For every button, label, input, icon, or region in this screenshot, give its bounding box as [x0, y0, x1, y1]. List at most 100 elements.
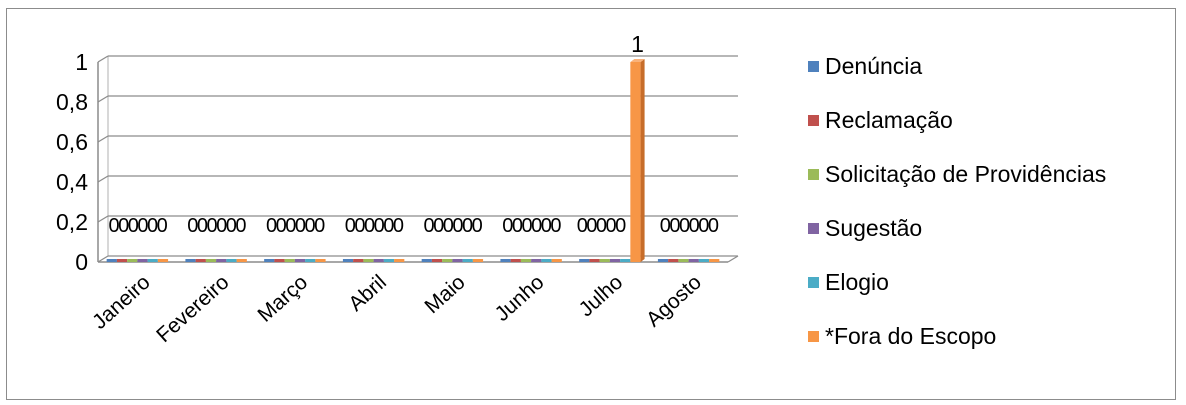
- bar: [657, 259, 669, 262]
- x-category-label: Julho: [575, 271, 628, 322]
- zero-data-labels: 000000: [502, 215, 561, 237]
- bar: [579, 259, 590, 262]
- x-category-label: Abril: [344, 271, 391, 316]
- legend-item: *Fora do Escopo: [808, 322, 996, 350]
- bar: [127, 259, 138, 262]
- bar: [363, 259, 374, 262]
- bar: [264, 259, 275, 262]
- bar: [342, 259, 354, 262]
- zero-data-labels: 000000: [345, 215, 404, 237]
- bar: [668, 259, 679, 262]
- legend-item: Denúncia: [808, 52, 922, 80]
- bar-side: [640, 59, 645, 262]
- y-tick-label: 1: [75, 49, 88, 75]
- bar: [137, 259, 148, 262]
- bar: [698, 259, 710, 262]
- legend-swatch: [808, 222, 819, 234]
- zero-data-labels: 00000: [577, 215, 626, 237]
- gridline-depth: [97, 255, 109, 263]
- y-tick-label: 0,4: [56, 169, 88, 195]
- bar: [541, 259, 552, 262]
- bar: [500, 259, 511, 262]
- bar: [284, 259, 295, 262]
- floor-right-edge: [727, 255, 739, 263]
- bar-top: [630, 59, 645, 62]
- x-category-label: Março: [253, 271, 312, 327]
- bar: [383, 259, 395, 262]
- gridline-depth: [97, 55, 109, 63]
- legend-label: *Fora do Escopo: [825, 322, 997, 349]
- bar: [274, 259, 285, 262]
- legend-item: Solicitação de Providências: [808, 160, 1106, 188]
- bar: [305, 259, 316, 262]
- bar: [157, 259, 169, 262]
- bar: [510, 259, 521, 262]
- bar: [609, 259, 621, 262]
- legend-item: Sugestão: [808, 214, 922, 242]
- legend-label: Sugestão: [825, 214, 923, 241]
- zero-data-labels: 000000: [266, 215, 325, 237]
- legend-swatch: [808, 60, 819, 72]
- x-category-label: Junho: [491, 271, 549, 326]
- bar: [630, 62, 641, 262]
- zero-data-labels: 000000: [424, 215, 483, 237]
- bar: [195, 259, 206, 262]
- legend-label: Denúncia: [825, 52, 923, 79]
- bar-data-label: 1: [631, 31, 644, 57]
- zero-data-labels: 000000: [109, 215, 168, 237]
- bar: [551, 259, 562, 262]
- gridline-depth: [97, 95, 109, 103]
- y-tick-label: 0: [75, 249, 88, 275]
- bar: [421, 259, 432, 262]
- bar: [520, 259, 532, 262]
- bar: [531, 259, 542, 262]
- y-tick-label: 0,8: [56, 89, 88, 115]
- gridline-depth: [97, 135, 109, 143]
- legend-label: Solicitação de Providências: [825, 160, 1107, 187]
- legend-swatch: [808, 168, 819, 180]
- gridline-depth: [97, 175, 109, 183]
- bar: [106, 259, 117, 262]
- bar: [294, 259, 306, 262]
- bar: [373, 259, 384, 262]
- x-category-label: Janeiro: [88, 271, 155, 334]
- bar: [589, 259, 600, 262]
- bar: [236, 259, 247, 262]
- bar: [315, 259, 326, 262]
- bar: [185, 259, 196, 262]
- bar: [462, 259, 473, 262]
- zero-data-labels: 000000: [660, 215, 719, 237]
- bar: [688, 259, 699, 262]
- y-tick-label: 0,2: [56, 209, 88, 235]
- legend-item: Elogio: [808, 268, 889, 296]
- zero-data-labels: 000000: [187, 215, 246, 237]
- bar: [147, 259, 158, 262]
- bar: [205, 259, 217, 262]
- x-category-label: Fevereiro: [152, 271, 233, 347]
- bar: [353, 259, 364, 262]
- legend-label: Elogio: [825, 268, 889, 295]
- bar: [216, 259, 227, 262]
- bar: [678, 259, 689, 262]
- gridline-depth: [97, 215, 109, 223]
- legend-item: Reclamação: [808, 106, 953, 134]
- bar: [472, 259, 484, 262]
- legend-label: Reclamação: [825, 106, 953, 133]
- bar: [116, 259, 128, 262]
- legend-swatch: [808, 114, 819, 126]
- bar: [442, 259, 453, 262]
- bar: [620, 259, 631, 262]
- bar: [226, 259, 237, 262]
- legend-swatch: [808, 330, 819, 342]
- chart-frame: [6, 8, 1176, 400]
- legend-swatch: [808, 276, 819, 288]
- bar: [452, 259, 463, 262]
- bar: [709, 259, 720, 262]
- bar: [599, 259, 610, 262]
- y-tick-label: 0,6: [56, 129, 88, 155]
- x-category-label: Maio: [420, 271, 469, 319]
- bar: [394, 259, 405, 262]
- x-category-label: Agosto: [642, 271, 706, 332]
- bar: [431, 259, 443, 262]
